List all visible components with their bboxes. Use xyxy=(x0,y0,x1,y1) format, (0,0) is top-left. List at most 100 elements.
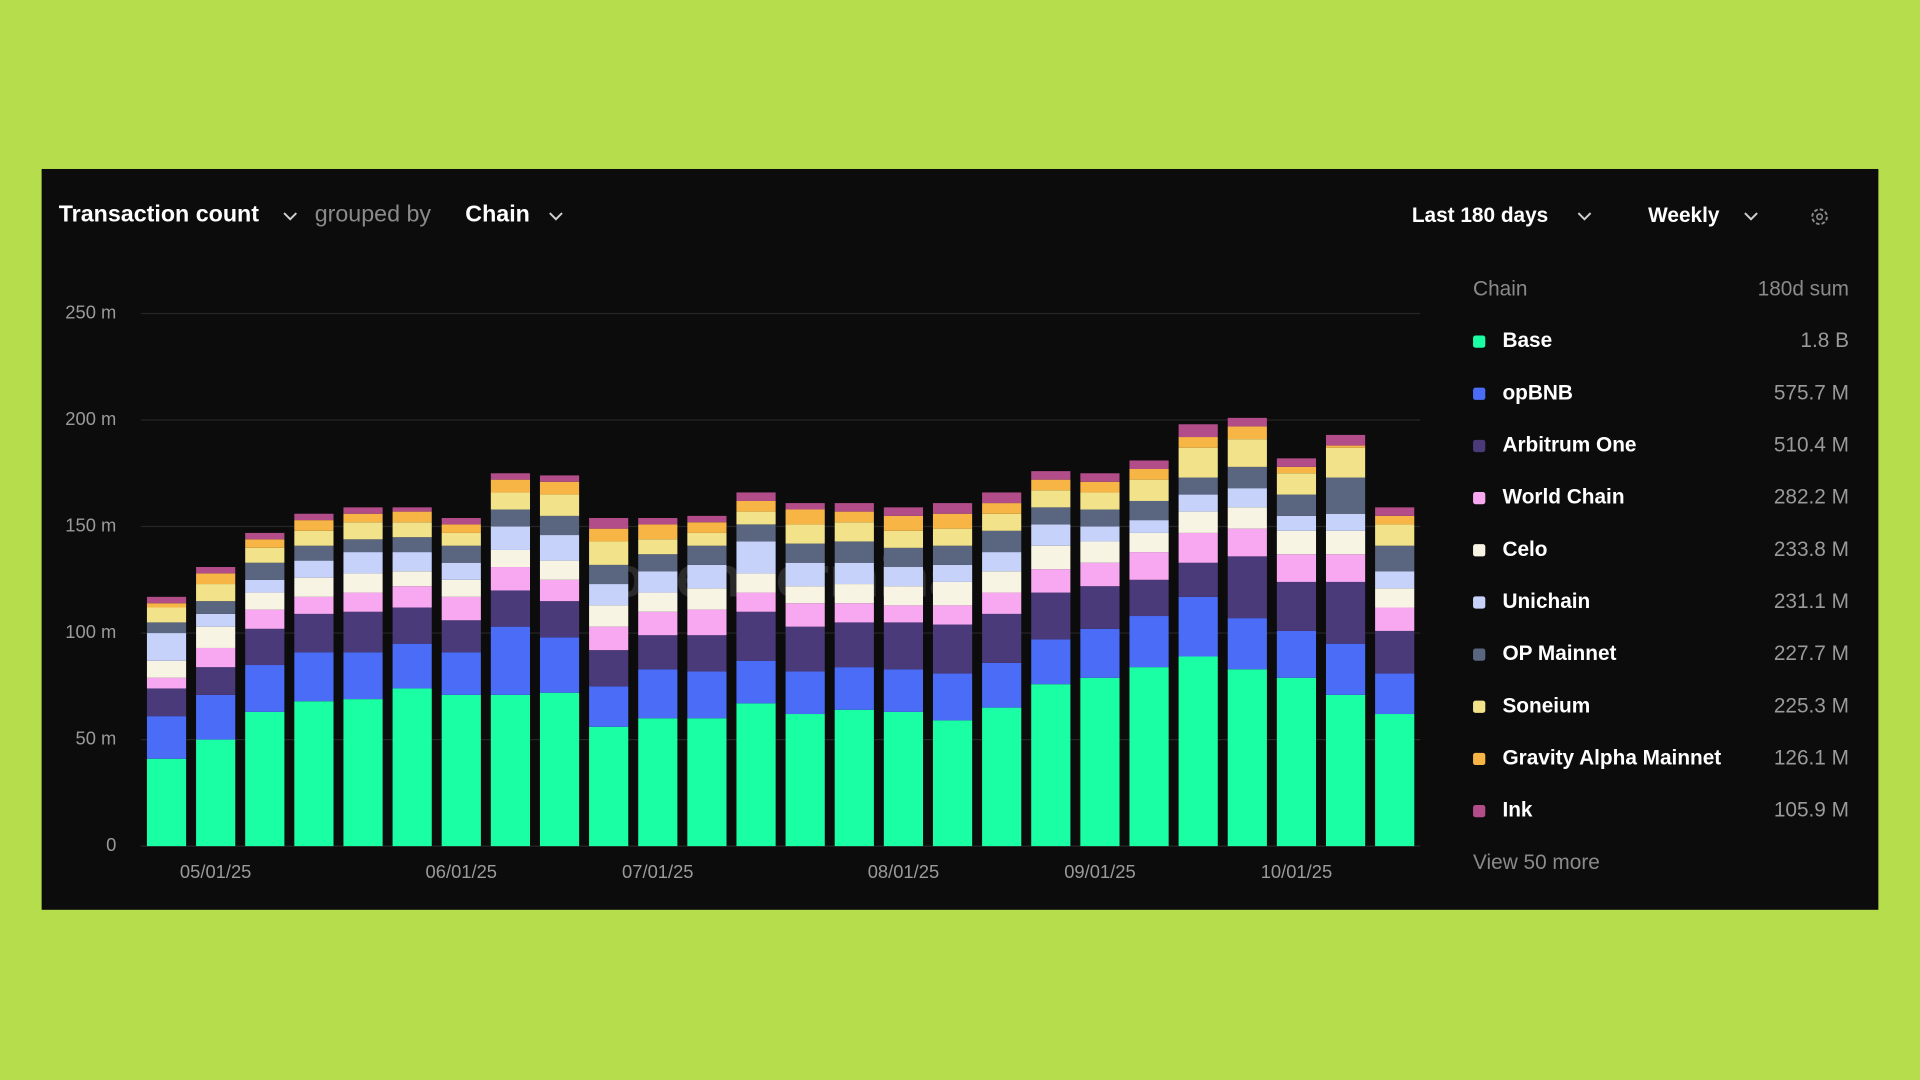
bar-segment xyxy=(883,622,924,670)
bar-segment xyxy=(982,530,1022,553)
legend-label: Unichain xyxy=(1502,590,1590,613)
bar-segment xyxy=(1325,434,1366,446)
y-tick-label: 50 m xyxy=(75,727,116,748)
legend-item: OP Mainnet 227.7 M xyxy=(1473,642,1849,665)
bar-segment xyxy=(589,626,629,651)
legend-swatch xyxy=(1473,700,1486,713)
legend-swatch xyxy=(1473,492,1486,505)
legend-sum: 231.1 M xyxy=(1774,590,1849,613)
bar-segment xyxy=(1276,581,1317,631)
bar-segment xyxy=(834,667,874,710)
range[interactable]: Last 180 days xyxy=(1412,204,1548,227)
bar-segment xyxy=(1080,562,1120,587)
bar-segment xyxy=(982,707,1022,847)
bar-segment xyxy=(392,511,432,523)
bar-segment xyxy=(1031,524,1071,546)
bar-segment xyxy=(589,528,629,542)
bar-segment xyxy=(589,564,629,585)
bar-segment xyxy=(490,492,531,510)
bar-segment xyxy=(245,532,285,540)
bar-segment xyxy=(1276,515,1317,531)
bar-segment xyxy=(1325,694,1366,847)
legend-item: Arbitrum One 510.4 M xyxy=(1473,433,1849,456)
bar-segment xyxy=(245,592,285,610)
bar-segment xyxy=(1129,616,1169,668)
bar-segment xyxy=(638,554,678,572)
bar-segment xyxy=(392,552,432,572)
bar-segment xyxy=(932,624,973,674)
legend-item: Celo 233.8 M xyxy=(1473,538,1849,561)
bar-segment xyxy=(1178,562,1218,597)
legend-sum: 126.1 M xyxy=(1774,746,1849,769)
bar-segment xyxy=(638,524,678,540)
bar-segment xyxy=(196,584,236,602)
bar-segment xyxy=(1375,673,1415,715)
legend-swatch xyxy=(1473,804,1486,818)
bar-segment xyxy=(146,660,187,678)
range-dropdown[interactable]: Last 180 days xyxy=(1412,204,1592,227)
legend-label: Base xyxy=(1502,329,1552,352)
bar-segment xyxy=(392,643,432,689)
bar-segment xyxy=(490,509,531,527)
bar-segment xyxy=(1031,545,1071,570)
bar-segment xyxy=(1375,507,1415,516)
interval-dropdown[interactable]: Weekly xyxy=(1648,204,1758,227)
legend-label: opBNB xyxy=(1502,381,1572,404)
y-tick-label: 0 xyxy=(106,834,116,855)
bar-segment xyxy=(1227,556,1267,619)
bar-segment xyxy=(834,709,874,847)
bar-segment xyxy=(687,515,727,523)
bar-segment xyxy=(1325,581,1366,644)
bar-segment xyxy=(1227,618,1267,670)
bar-segment xyxy=(146,603,187,608)
bar-segment xyxy=(785,543,825,563)
bar-segment xyxy=(589,584,629,606)
view-more[interactable]: View 50 more xyxy=(1473,851,1600,874)
bar-segment xyxy=(245,579,285,593)
bar-segment xyxy=(392,607,432,644)
bar-segment xyxy=(883,507,924,516)
group[interactable]: Chain xyxy=(465,201,530,227)
bar-segment xyxy=(1178,424,1218,438)
bar-segment xyxy=(490,694,531,847)
bar-segment xyxy=(343,513,383,523)
bar-segment xyxy=(687,609,727,636)
bar-segment xyxy=(1178,596,1218,657)
bar-segment xyxy=(1178,532,1218,563)
metric-dropdown[interactable]: Transaction count xyxy=(59,201,298,227)
bar-segment xyxy=(1325,554,1366,582)
group-dropdown[interactable]: Chain xyxy=(465,201,563,227)
bar-segment xyxy=(343,652,383,700)
bar-segment xyxy=(687,532,727,546)
bar-segment xyxy=(687,635,727,672)
bar-segment xyxy=(1276,458,1317,467)
bar-segment xyxy=(638,611,678,636)
bar-segment xyxy=(687,718,727,847)
bar-segment xyxy=(785,524,825,544)
bar-segment xyxy=(245,711,285,847)
bar-segment xyxy=(1031,569,1071,593)
bar-segment xyxy=(441,532,481,546)
bar-segment xyxy=(1080,586,1120,629)
bar-segment xyxy=(245,609,285,629)
bar-segment xyxy=(146,677,187,689)
plot: 0 50 m 100 m 150 m 200 m 250 m 05/01/25 06/01/2… xyxy=(65,301,1421,882)
bar-segment xyxy=(490,473,531,480)
bar-segment xyxy=(1227,466,1267,489)
bar-segment xyxy=(982,662,1022,708)
bar-segment xyxy=(539,692,580,847)
bar-segment xyxy=(146,716,187,759)
bar-segment xyxy=(785,503,825,510)
interval[interactable]: Weekly xyxy=(1648,204,1720,227)
bar-segment xyxy=(245,628,285,666)
metric[interactable]: Transaction count xyxy=(59,201,259,227)
y-tick-label: 250 m xyxy=(65,301,116,322)
y-tick-label: 200 m xyxy=(65,408,116,429)
bar-segment xyxy=(834,511,874,523)
bar-segment xyxy=(539,535,580,561)
bar-segment xyxy=(245,562,285,580)
bar-segment xyxy=(294,577,334,597)
bar-segment xyxy=(736,500,776,512)
settings-button[interactable] xyxy=(1811,208,1828,226)
